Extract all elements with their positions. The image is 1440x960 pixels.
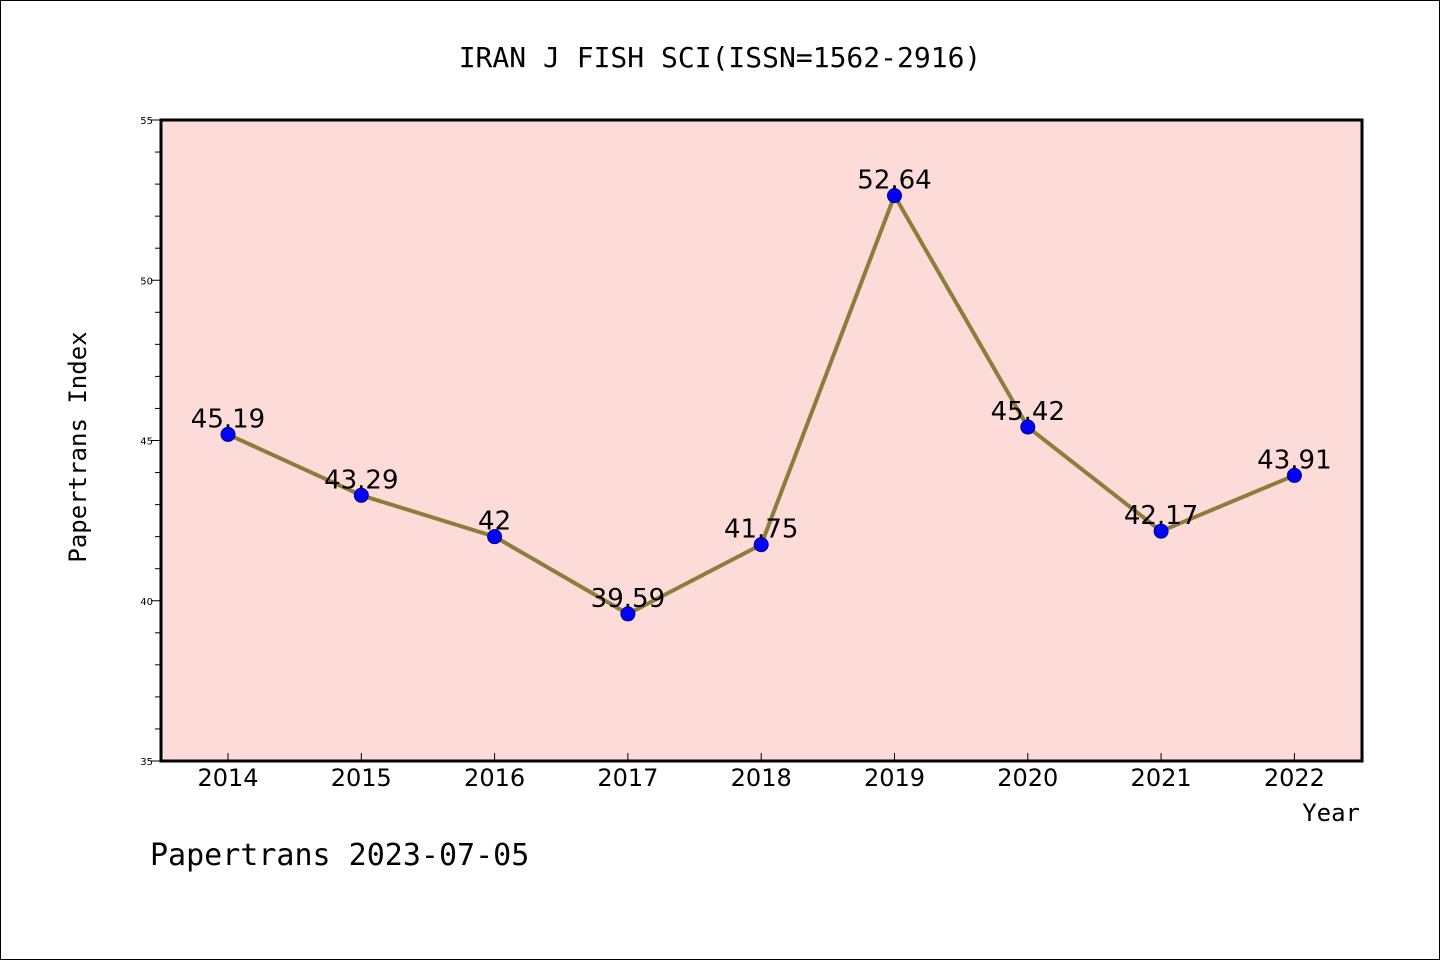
data-label: 41.75 [724,515,798,545]
data-point [353,487,369,503]
x-tick-label: 2022 [1264,764,1325,792]
plot-border [159,118,1364,763]
x-tick-label: 2017 [597,764,658,792]
data-point [1020,419,1036,435]
data-label: 43.91 [1257,445,1331,475]
x-axis-label: Year [1302,799,1360,827]
data-label: 42.17 [1124,501,1198,531]
data-point [887,188,902,204]
data-label: 43.29 [324,465,398,495]
data-label: 39.59 [591,584,665,614]
data-label: 45.19 [191,404,265,434]
x-tick-label: 2020 [997,764,1058,792]
x-tick-label: 2016 [464,764,525,792]
footer-text: Papertrans 2023-07-05 [150,838,529,873]
x-ticks: 2014 2015 2016 2017 2018 2019 2020 2021 2022 [197,753,1325,792]
data-label: 42 [478,507,511,537]
data-point [620,606,636,622]
markers-group [220,188,1302,622]
data-point [1153,523,1169,539]
data-point [1286,467,1302,483]
x-tick-label: 2018 [731,764,792,792]
data-point [220,426,236,442]
y-axis-label: Papertrans Index [64,331,92,562]
y-tick-label: 45 [140,437,153,448]
x-tick-label: 2021 [1131,764,1192,792]
data-point [753,537,769,553]
data-label: 52.64 [857,166,931,196]
x-tick-label: 2014 [197,764,258,792]
y-tick-label: 50 [140,276,153,287]
plot-area [161,120,1362,761]
data-point [487,529,503,545]
data-label: 45.42 [991,397,1065,427]
y-ticks: 35 40 45 50 55 [140,116,161,768]
chart-title: IRAN J FISH SCI(ISSN=1562-2916) [459,41,982,74]
y-tick-label: 35 [140,757,153,768]
y-tick-label: 55 [140,116,153,127]
data-labels-group: 45.19 43.29 42 39.59 41.75 52.64 45.42 42.17 43.… [191,166,1332,614]
x-tick-label: 2015 [331,764,392,792]
x-tick-label: 2019 [864,764,925,792]
y-tick-label: 40 [140,597,153,608]
